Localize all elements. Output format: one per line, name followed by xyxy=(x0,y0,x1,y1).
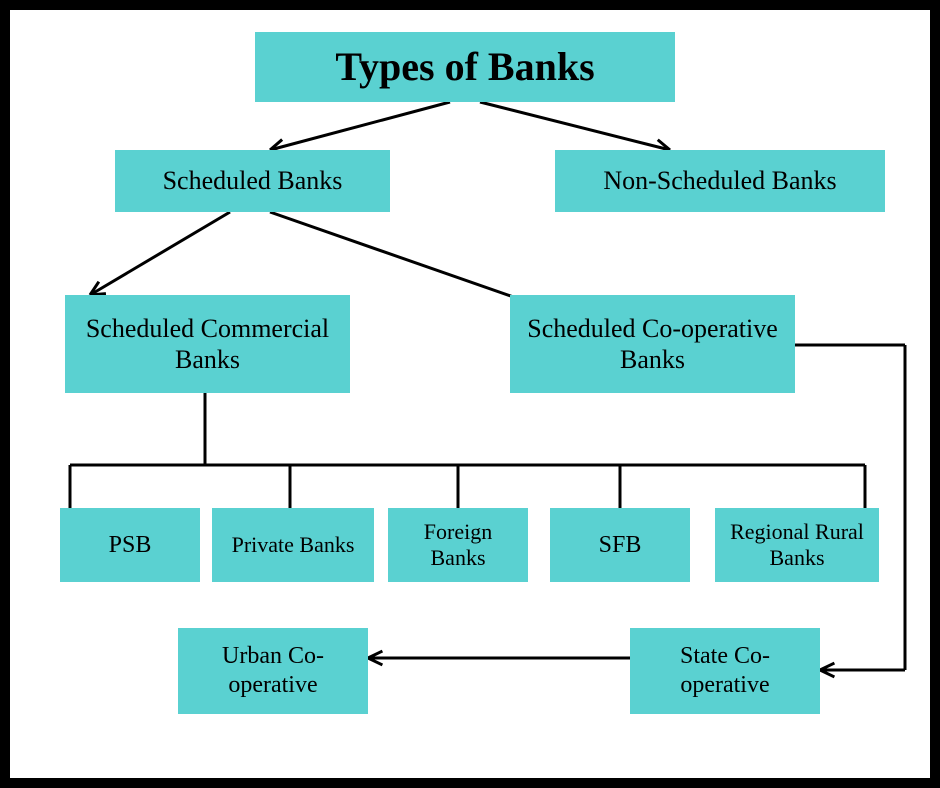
node-state: State Co-operative xyxy=(630,628,820,714)
diagram-frame: Types of Banks Scheduled Banks Non-Schedul… xyxy=(0,0,940,788)
node-scob: Scheduled Co-operative Banks xyxy=(510,295,795,393)
node-urban: Urban Co-operative xyxy=(178,628,368,714)
node-priv: Private Banks xyxy=(212,508,374,582)
arrowhead xyxy=(368,651,382,665)
node-scb: Scheduled Commercial Banks xyxy=(65,295,350,393)
arrowhead xyxy=(90,282,106,295)
node-rrb: Regional Rural Banks xyxy=(715,508,879,582)
node-root: Types of Banks xyxy=(255,32,675,102)
edge xyxy=(270,102,450,150)
edge xyxy=(90,212,230,295)
node-nonsched: Non-Scheduled Banks xyxy=(555,150,885,212)
node-sfb: SFB xyxy=(550,508,690,582)
arrowhead xyxy=(820,663,834,677)
node-psb: PSB xyxy=(60,508,200,582)
node-sched: Scheduled Banks xyxy=(115,150,390,212)
edge xyxy=(480,102,670,150)
node-foreign: Foreign Banks xyxy=(388,508,528,582)
